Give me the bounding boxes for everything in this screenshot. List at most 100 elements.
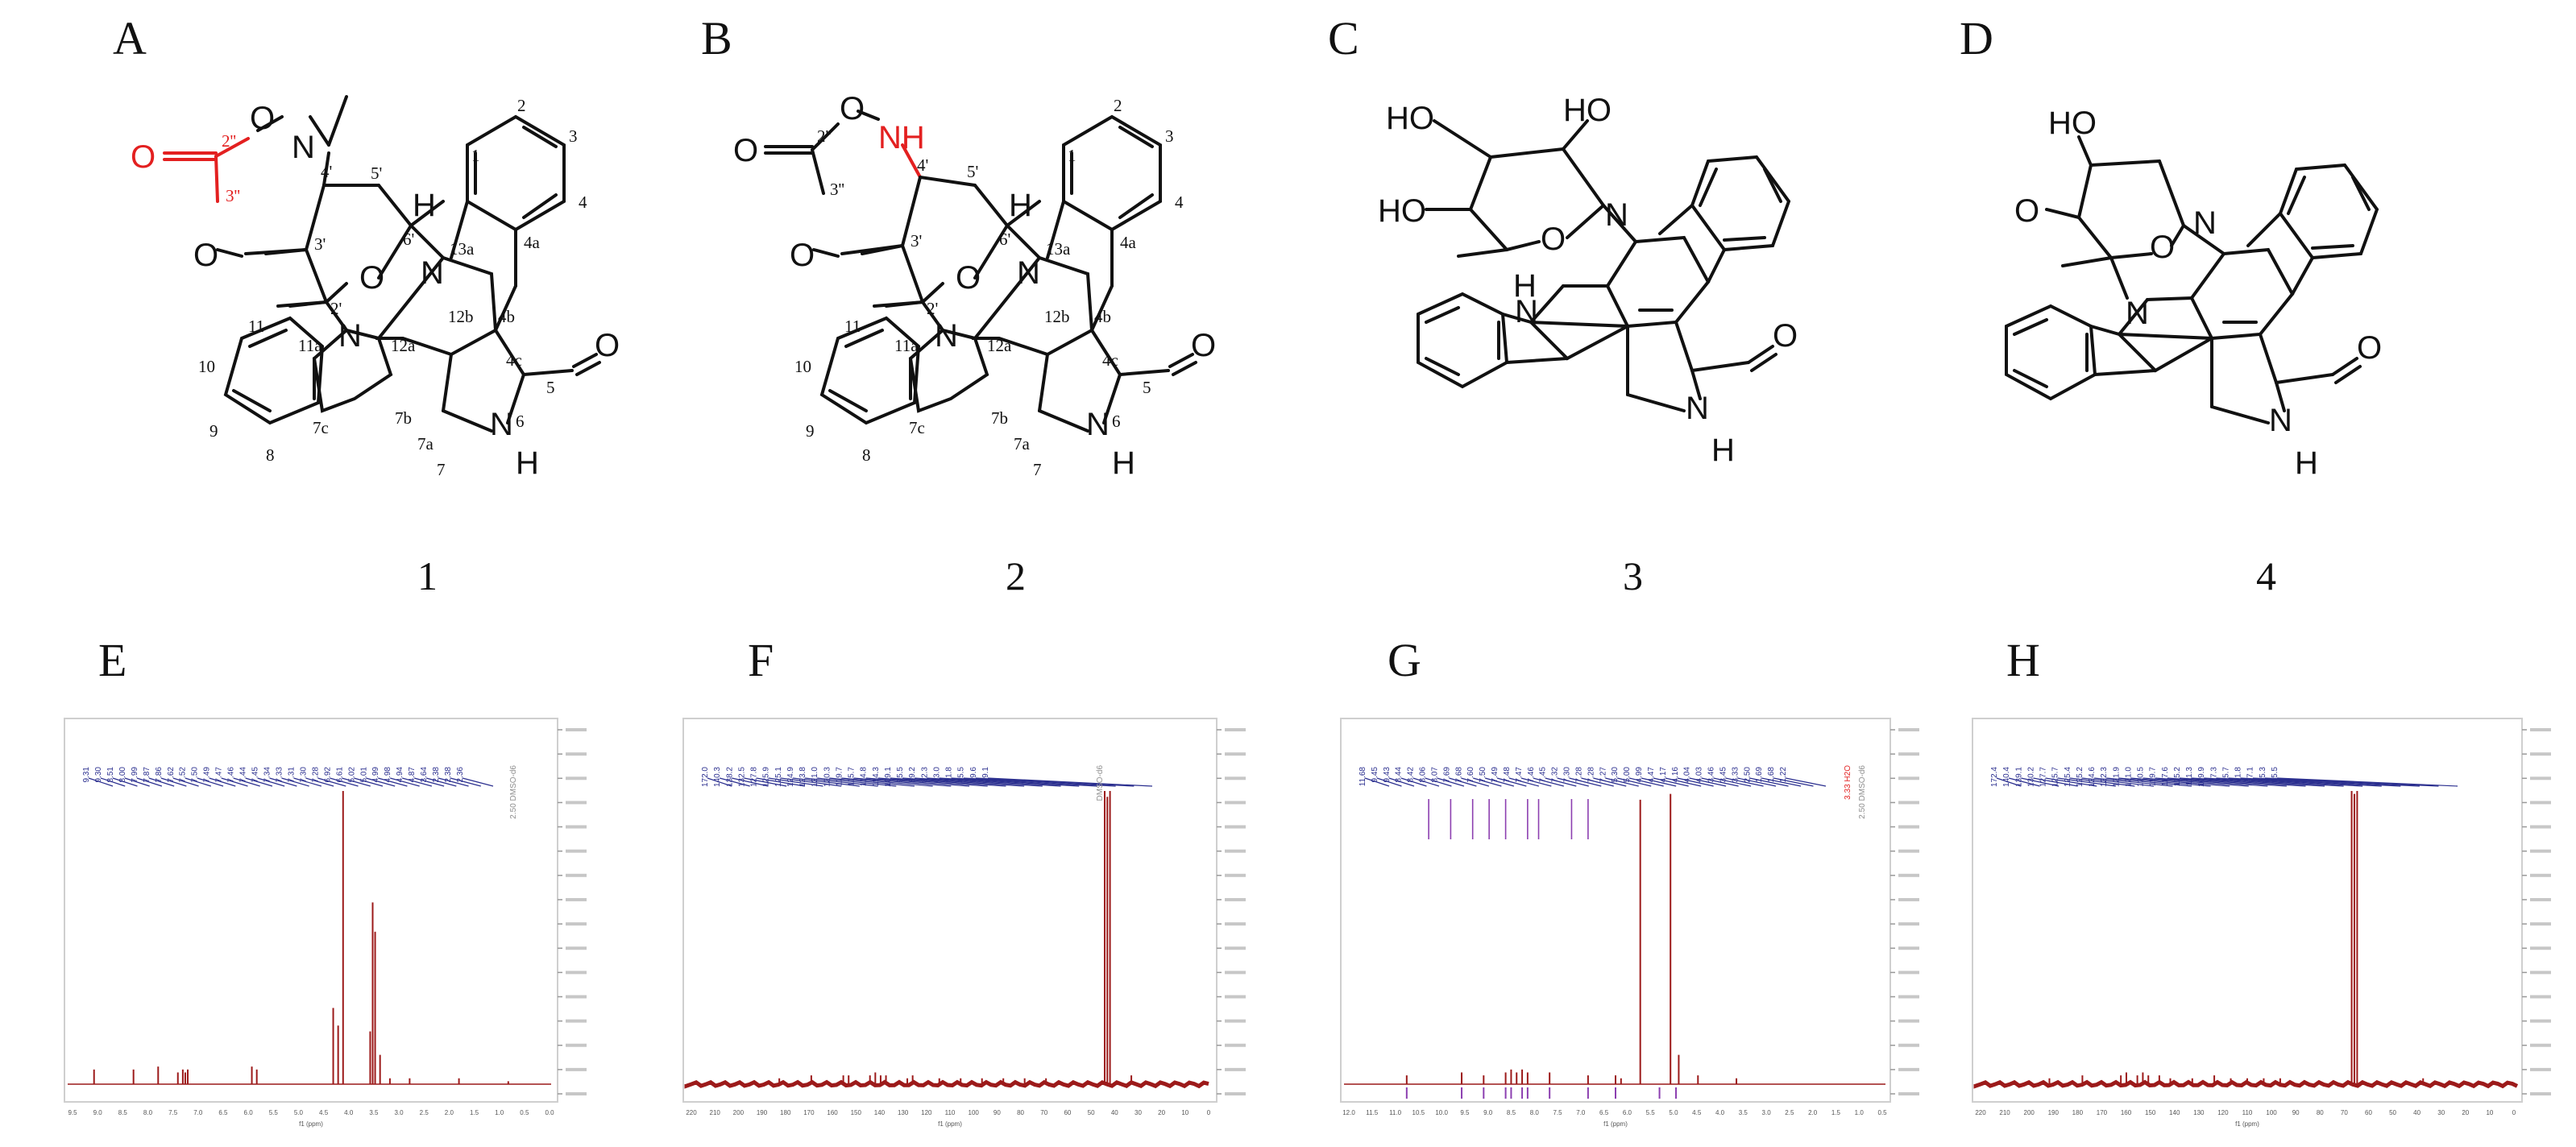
- peak-label: 9.31: [82, 767, 91, 783]
- spectrum-h: 172.4 140.4 139.1 130.2 127.7 125.7 125.4 125.2…: [1972, 718, 2551, 1128]
- peak-label: 140.3: [713, 767, 722, 787]
- peak-label: 4.99: [1635, 767, 1644, 783]
- atom-o-lactam-c: O: [1773, 318, 1798, 354]
- peak-label: 1.68: [1767, 767, 1776, 783]
- atom-o-carbonyl-a: O: [131, 139, 156, 175]
- axis-tick-label: 170: [803, 1109, 815, 1116]
- peak-label: 120.5: [2137, 767, 2146, 787]
- axis-tick-label: 5.0: [294, 1109, 304, 1116]
- num-12b-b: 12b: [1044, 307, 1070, 326]
- peak-label: 95.5: [896, 767, 905, 783]
- solvent-label: DMSO-d6: [1096, 765, 1105, 801]
- peak-label: 67.1: [2246, 767, 2255, 783]
- peak-label: 115.7: [848, 767, 857, 787]
- peak-label: 2.38: [432, 767, 441, 783]
- num-4a-b: 4a: [1120, 233, 1137, 252]
- peak-label: 4.16: [1671, 767, 1680, 783]
- axis-tick-label: 140: [874, 1109, 886, 1116]
- num-2-b: 2: [1114, 96, 1122, 115]
- axis-tick-label: 180: [2072, 1109, 2084, 1116]
- axis-label: f1 (ppm): [2235, 1120, 2259, 1128]
- peak-label: 5.30: [1611, 767, 1620, 783]
- axis-tick-label: 5.5: [269, 1109, 279, 1116]
- atom-o-ring-d: O: [2150, 230, 2175, 265]
- num-4b-a: 4b: [498, 307, 515, 326]
- axis-tick-label: 60: [1064, 1109, 1071, 1116]
- axis-tick-label: 160: [2121, 1109, 2132, 1116]
- num-7-a: 7: [437, 460, 446, 479]
- num-11-a: 11: [248, 317, 264, 336]
- num-6p-b: 6': [999, 230, 1010, 249]
- compound-number-2: 2: [1006, 553, 1026, 598]
- axis-tick-label: 8.5: [1507, 1109, 1516, 1116]
- atom-n13-b: N: [1017, 255, 1040, 291]
- peak-label: 7.69: [1442, 767, 1451, 783]
- peak-label: 15.5: [2271, 767, 2279, 783]
- axis-tick-label: 80: [2317, 1109, 2324, 1116]
- peak-label: 7.47: [215, 767, 224, 783]
- num-6-b: 6: [1112, 412, 1121, 431]
- num-1-a: 1: [471, 146, 480, 165]
- panel-label-g: G: [1388, 634, 1421, 686]
- peak-label: 7.46: [227, 767, 236, 783]
- axis-tick-label: 7.5: [1553, 1109, 1562, 1116]
- axis-tick-label: 7.0: [1576, 1109, 1586, 1116]
- axis-tick-label: 120: [921, 1109, 932, 1116]
- peak-label: 5.01: [359, 767, 368, 783]
- axis-tick-label: 60: [2365, 1109, 2372, 1116]
- atom-o-ring-a: O: [359, 260, 384, 296]
- atom-n12-a: N: [338, 318, 362, 354]
- num-7c-b: 7c: [909, 418, 925, 437]
- peak-label: 3.46: [1707, 767, 1716, 783]
- peak-label: 132.5: [737, 767, 746, 787]
- peak-label: 7.28: [1587, 767, 1595, 783]
- axis-tick-label: 50: [1088, 1109, 1095, 1116]
- axis-tick-label: 3.5: [1739, 1109, 1748, 1116]
- axis-tick-label: 130: [898, 1109, 909, 1116]
- peak-label: 75.7: [2221, 767, 2230, 783]
- atom-o-ether-b: O: [840, 91, 865, 126]
- atom-n12-b: N: [935, 318, 958, 354]
- axis-tick-label: 2.5: [420, 1109, 429, 1116]
- axis-tick-label: 180: [780, 1109, 791, 1116]
- num-12a-b: 12a: [987, 336, 1012, 355]
- peak-label: 111.3: [2185, 767, 2194, 786]
- peak-label: 7.49: [1491, 767, 1500, 783]
- axis-tick-label: 20: [2462, 1109, 2469, 1116]
- axis-tick-label: 90: [2292, 1109, 2300, 1116]
- peak-label: 8.07: [1430, 767, 1439, 783]
- atom-o-carbonyl-b: O: [733, 133, 758, 168]
- atom-n-lactam-b: N: [1086, 407, 1110, 442]
- atom-n-ring2-c: N: [1515, 294, 1538, 329]
- peak-label: 7.62: [167, 767, 176, 783]
- peak-label: 4.04: [1683, 767, 1692, 783]
- peak-label: 9.43: [1383, 767, 1392, 783]
- peak-label: 7.87: [143, 767, 151, 783]
- num-6p-a: 6': [403, 230, 414, 249]
- compound-number-3: 3: [1623, 553, 1643, 598]
- num-11-b: 11: [844, 317, 861, 336]
- peak-label: 5.00: [1623, 767, 1632, 783]
- num-7a-b: 7a: [1014, 434, 1031, 453]
- peak-label: 4.47: [1647, 767, 1656, 783]
- num-3pp-b: 3'': [830, 180, 844, 199]
- peak-label: 7.52: [179, 767, 188, 783]
- spectrum-f: 172.0 140.3 138.2 132.5 127.8 125.9 125.1 124.9…: [682, 718, 1246, 1128]
- peak-label: 109.9: [2197, 767, 2206, 787]
- axis-tick-label: 150: [2145, 1109, 2156, 1116]
- axis-tick-label: 90: [993, 1109, 1001, 1116]
- axis-tick-label: 80: [1017, 1109, 1024, 1116]
- peak-label: 127.7: [2039, 767, 2048, 787]
- peak-label: 7.28: [1574, 767, 1583, 783]
- axis-tick-label: 0.5: [1877, 1109, 1887, 1116]
- num-4p-b: 4': [917, 155, 928, 175]
- peak-label: 3.64: [420, 767, 429, 783]
- axis-tick-label: 50: [2389, 1109, 2396, 1116]
- atom-o-lactam-b: O: [1191, 328, 1216, 363]
- peak-label: 125.9: [762, 767, 771, 787]
- peak-label: 130.2: [2026, 767, 2035, 787]
- peak-label: 9.30: [94, 767, 103, 783]
- atom-ho-d: HO: [2048, 106, 2097, 141]
- num-7b-a: 7b: [395, 408, 412, 428]
